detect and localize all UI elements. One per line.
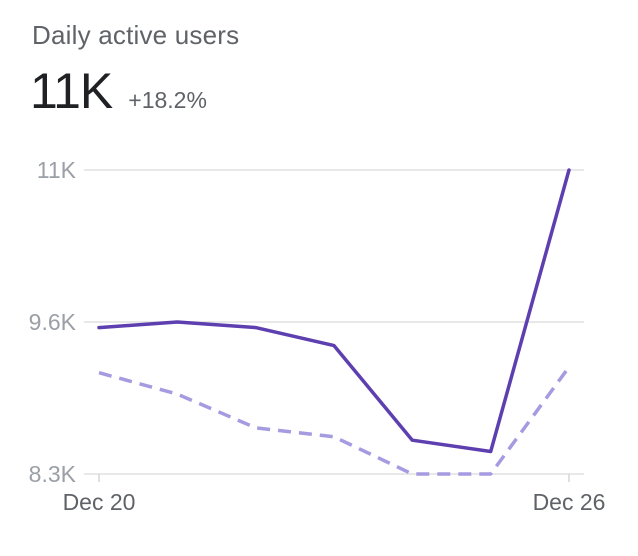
y-tick-label: 8.3K — [29, 461, 77, 487]
series-lines — [97, 168, 571, 476]
card-title: Daily active users — [32, 20, 240, 50]
metric-value: 11K — [30, 63, 113, 119]
x-tick-label: Dec 20 — [63, 489, 136, 515]
y-tick-label: 11K — [37, 157, 77, 183]
metric-row: 11K +18.2% — [30, 62, 207, 120]
y-axis-ticks: 11K 9.6K 8.3K — [29, 157, 77, 487]
x-tick-label: Dec 26 — [533, 489, 606, 515]
series-line-current — [97, 168, 571, 454]
y-tick-label: 9.6K — [29, 309, 77, 335]
metric-change: +18.2% — [128, 87, 207, 113]
series-line-previous — [98, 365, 571, 476]
x-axis-ticks: Dec 20 Dec 26 — [63, 474, 606, 515]
